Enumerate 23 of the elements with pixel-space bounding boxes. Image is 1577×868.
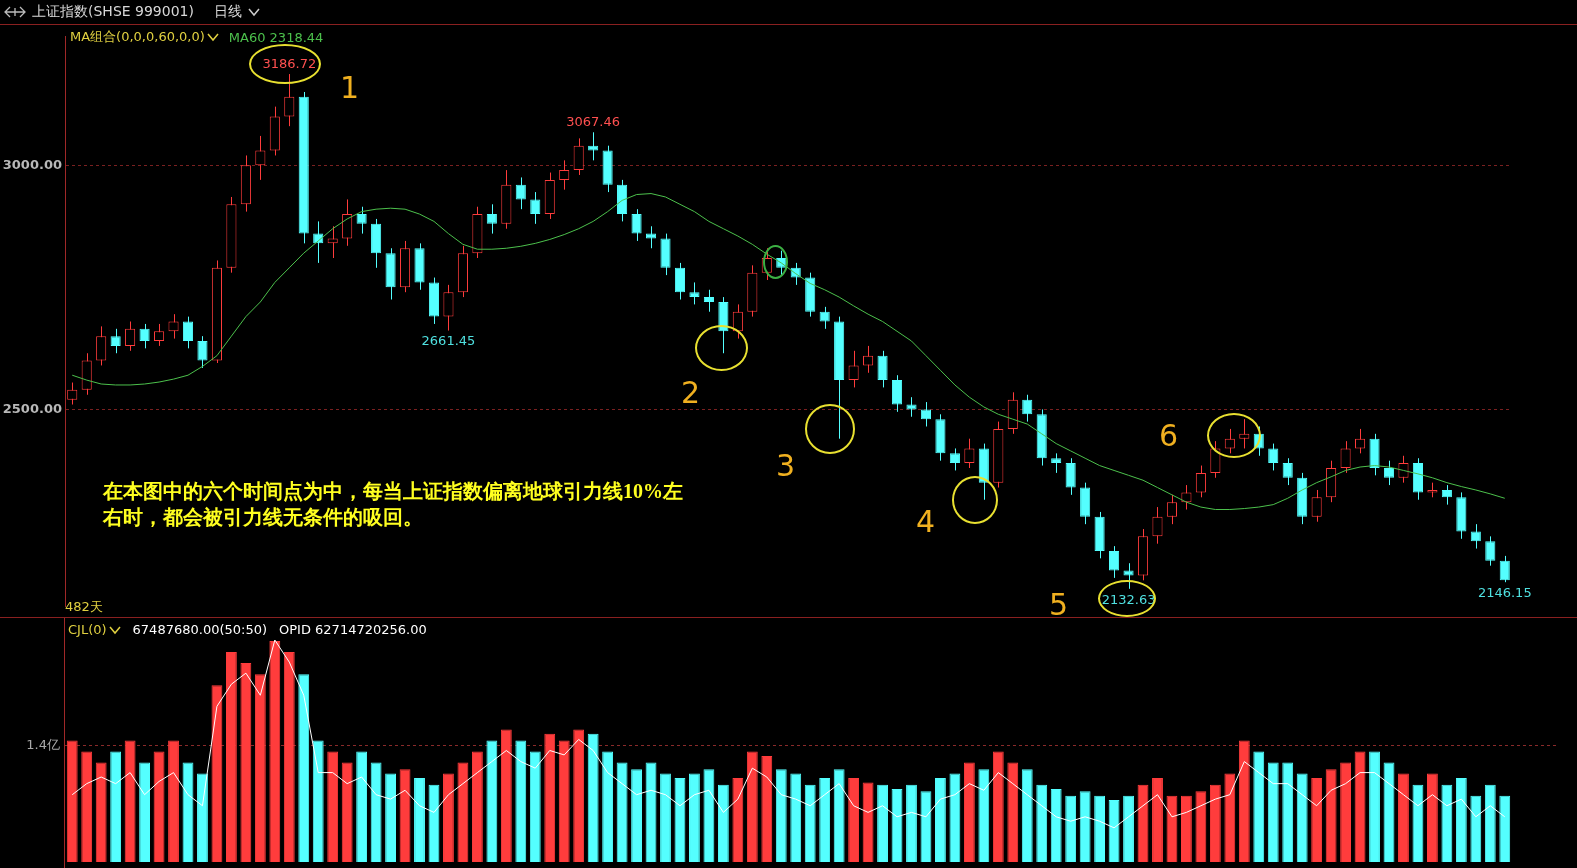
annotation: 4 xyxy=(916,504,936,539)
chart-title: 上证指数(SHSE 999001) xyxy=(32,3,194,21)
y-tick-label: 3000.00 xyxy=(2,156,62,172)
annotation: 在本图中的六个时间点为中，每当上证指数偏离地球引力线10%左右时，都会被引力线无条件的吸回。 xyxy=(103,479,683,530)
annotation: 2661.45 xyxy=(421,333,476,349)
annotation: 2132.63 xyxy=(1101,591,1156,607)
ref-line-label: 1.4亿 xyxy=(26,736,60,752)
annotation: 2 xyxy=(681,375,701,410)
chart-title: CJL(0) xyxy=(68,622,108,637)
annotation: 3186.72 xyxy=(262,55,317,71)
y-tick-label: 2500.00 xyxy=(2,400,62,416)
annotation: 482天 xyxy=(65,598,103,616)
annotation: 2146.15 xyxy=(1477,585,1532,601)
annotation: 3067.46 xyxy=(566,114,621,130)
chart-subtitle: 日线 xyxy=(213,3,242,21)
annotation: 3 xyxy=(776,448,796,483)
annotation: 5 xyxy=(1049,587,1069,622)
text: MA60 2318.44 xyxy=(228,29,324,45)
text: OPID 62714720256.00 xyxy=(279,622,427,637)
text: 67487680.00(50:50) xyxy=(132,622,268,637)
annotation: 6 xyxy=(1159,418,1179,453)
annotation: 1 xyxy=(340,70,360,105)
legend-title: MA组合(0,0,0,60,0,0) xyxy=(70,28,206,46)
